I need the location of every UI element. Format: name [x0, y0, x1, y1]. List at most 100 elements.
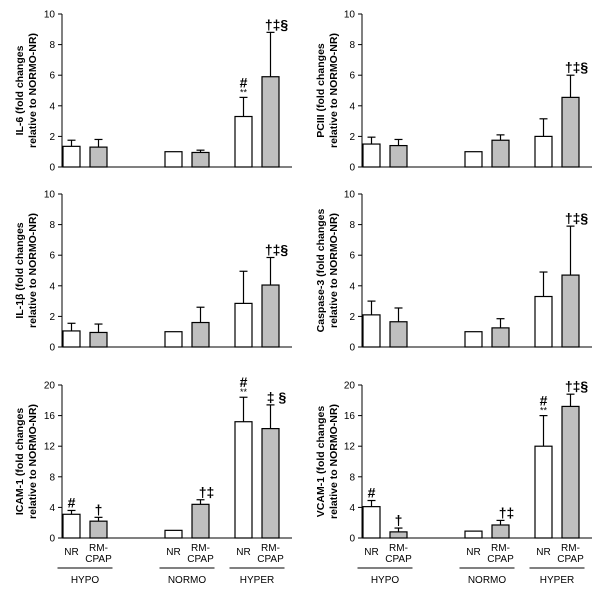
- bar-nr: [62, 513, 81, 539]
- group-label: HYPER: [240, 575, 274, 586]
- bar-nr: [362, 143, 381, 168]
- bar-nr: [62, 330, 81, 348]
- x-label-rm: RM-: [561, 543, 580, 554]
- y-tick-label: 4: [49, 281, 55, 292]
- significance-stars: **: [540, 406, 548, 416]
- x-label-cpap: CPAP: [257, 554, 284, 565]
- bar-rm-cpap: [89, 331, 108, 348]
- y-tick-label: 6: [349, 251, 355, 262]
- significance-mark: †: [95, 501, 103, 517]
- y-tick-label: 12: [44, 442, 56, 453]
- bar-rm-cpap: [561, 274, 580, 348]
- y-axis-label: Caspase-3 (fold changesrelative to NORMO…: [315, 208, 340, 332]
- y-tick-label: 10: [44, 190, 56, 201]
- y-tick-label: 4: [349, 503, 355, 514]
- group-label: HYPO: [71, 575, 100, 586]
- x-label-cpap: CPAP: [487, 554, 514, 565]
- y-axis-label-line1: PCIII (fold changes: [315, 43, 327, 138]
- y-tick-label: 2: [349, 312, 355, 323]
- chart-panel-2: 0 2 4 6 8 10 PCIII (fold changesrelative to NO…: [315, 10, 592, 174]
- y-axis-label: VCAM-1 (fold changesrelative to NORMO-NR…: [315, 404, 340, 519]
- significance-mark: †‡§: [265, 241, 289, 257]
- chart-panel-5: 0 4 8 12 16 20 ICAM-1 (fold changesrelative to…: [14, 374, 292, 586]
- y-tick-label: 4: [349, 101, 355, 112]
- y-tick-label: 2: [349, 132, 355, 143]
- x-label-cpap: CPAP: [557, 554, 584, 565]
- y-tick-label: 8: [49, 472, 55, 483]
- y-tick-label: 12: [344, 442, 356, 453]
- bar-rm-cpap: [389, 144, 408, 168]
- significance-mark: ‡ §: [267, 389, 287, 405]
- bar-nr: [464, 530, 483, 539]
- significance-mark: #: [540, 393, 548, 409]
- y-tick-label: 8: [349, 472, 355, 483]
- bar-nr: [62, 145, 81, 168]
- x-label-cpap: CPAP: [85, 554, 112, 565]
- x-label-nr: NR: [236, 547, 250, 558]
- significance-mark: #: [68, 494, 76, 510]
- x-label-nr: NR: [536, 547, 550, 558]
- bar-rm-cpap: [389, 321, 408, 348]
- bar-nr: [534, 445, 553, 539]
- significance-mark: †‡§: [565, 210, 589, 226]
- y-tick-label: 20: [44, 381, 56, 392]
- x-label-nr: NR: [466, 547, 480, 558]
- x-label-cpap: CPAP: [385, 554, 412, 565]
- chart-panel-6: 0 4 8 12 16 20 VCAM-1 (fold changesrelative to…: [315, 378, 592, 586]
- group-label: NORMO: [468, 575, 507, 586]
- y-tick-label: 16: [44, 411, 56, 422]
- y-axis-label: ICAM-1 (fold changesrelative to NORMO-NR…: [14, 404, 39, 519]
- y-tick-label: 10: [344, 10, 356, 21]
- y-axis-label: IL-6 (fold changesrelative to NORMO-NR): [14, 33, 39, 148]
- x-label-nr: NR: [166, 547, 180, 558]
- bar-rm-cpap: [191, 503, 210, 539]
- x-label-nr: NR: [64, 547, 78, 558]
- y-axis-label-line1: IL-1β (fold changes: [14, 222, 26, 318]
- y-tick-label: 0: [49, 534, 55, 545]
- y-axis-label-line2: relative to NORMO-NR): [328, 404, 340, 519]
- y-axis-label: PCIII (fold changesrelative to NORMO-NR): [315, 33, 340, 148]
- y-tick-label: 4: [349, 281, 355, 292]
- y-axis-label-line2: relative to NORMO-NR): [328, 33, 340, 148]
- y-axis-label-line1: ICAM-1 (fold changes: [14, 408, 26, 515]
- bar-nr: [362, 314, 381, 348]
- y-axis-label-line2: relative to NORMO-NR): [328, 213, 340, 328]
- y-tick-label: 16: [344, 411, 356, 422]
- y-tick-label: 4: [49, 101, 55, 112]
- y-tick-label: 4: [49, 503, 55, 514]
- y-tick-label: 6: [349, 71, 355, 82]
- x-label-rm: RM-: [89, 543, 108, 554]
- y-tick-label: 0: [349, 163, 355, 174]
- x-label-rm: RM-: [389, 543, 408, 554]
- significance-mark: #: [240, 374, 248, 390]
- bar-rm-cpap: [389, 531, 408, 539]
- y-tick-label: 8: [349, 220, 355, 231]
- bar-rm-cpap: [561, 405, 580, 539]
- bar-nr: [362, 506, 381, 539]
- significance-mark: †‡§: [565, 378, 589, 394]
- y-axis-label-line1: VCAM-1 (fold changes: [315, 406, 327, 518]
- y-axis-label-line1: IL-6 (fold changes: [14, 45, 26, 135]
- bar-rm-cpap: [261, 428, 280, 539]
- y-tick-label: 10: [344, 190, 356, 201]
- chart-panel-3: 0 2 4 6 8 10 IL-1β (fold changesrelative to NO…: [14, 190, 292, 354]
- x-label-rm: RM-: [491, 543, 510, 554]
- y-axis-label-line2: relative to NORMO-NR): [27, 213, 39, 328]
- significance-mark: †‡§: [265, 16, 289, 32]
- significance-mark: †‡: [199, 484, 215, 500]
- x-label-nr: NR: [364, 547, 378, 558]
- bar-rm-cpap: [491, 139, 510, 168]
- significance-mark: †‡: [499, 504, 515, 520]
- bar-rm-cpap: [561, 96, 580, 168]
- bar-nr: [234, 115, 253, 168]
- y-tick-label: 10: [44, 10, 56, 21]
- bar-nr: [534, 295, 553, 348]
- y-tick-label: 0: [49, 343, 55, 354]
- group-label: HYPER: [540, 575, 574, 586]
- y-tick-label: 0: [349, 343, 355, 354]
- y-tick-label: 8: [349, 40, 355, 51]
- x-label-cpap: CPAP: [187, 554, 214, 565]
- chart-panel-4: 0 2 4 6 8 10 Caspase-3 (fold changesrelative t…: [315, 190, 592, 354]
- chart-panel-1: 0 2 4 6 8 10 IL-6 (fold changesrelative to NOR…: [14, 10, 292, 174]
